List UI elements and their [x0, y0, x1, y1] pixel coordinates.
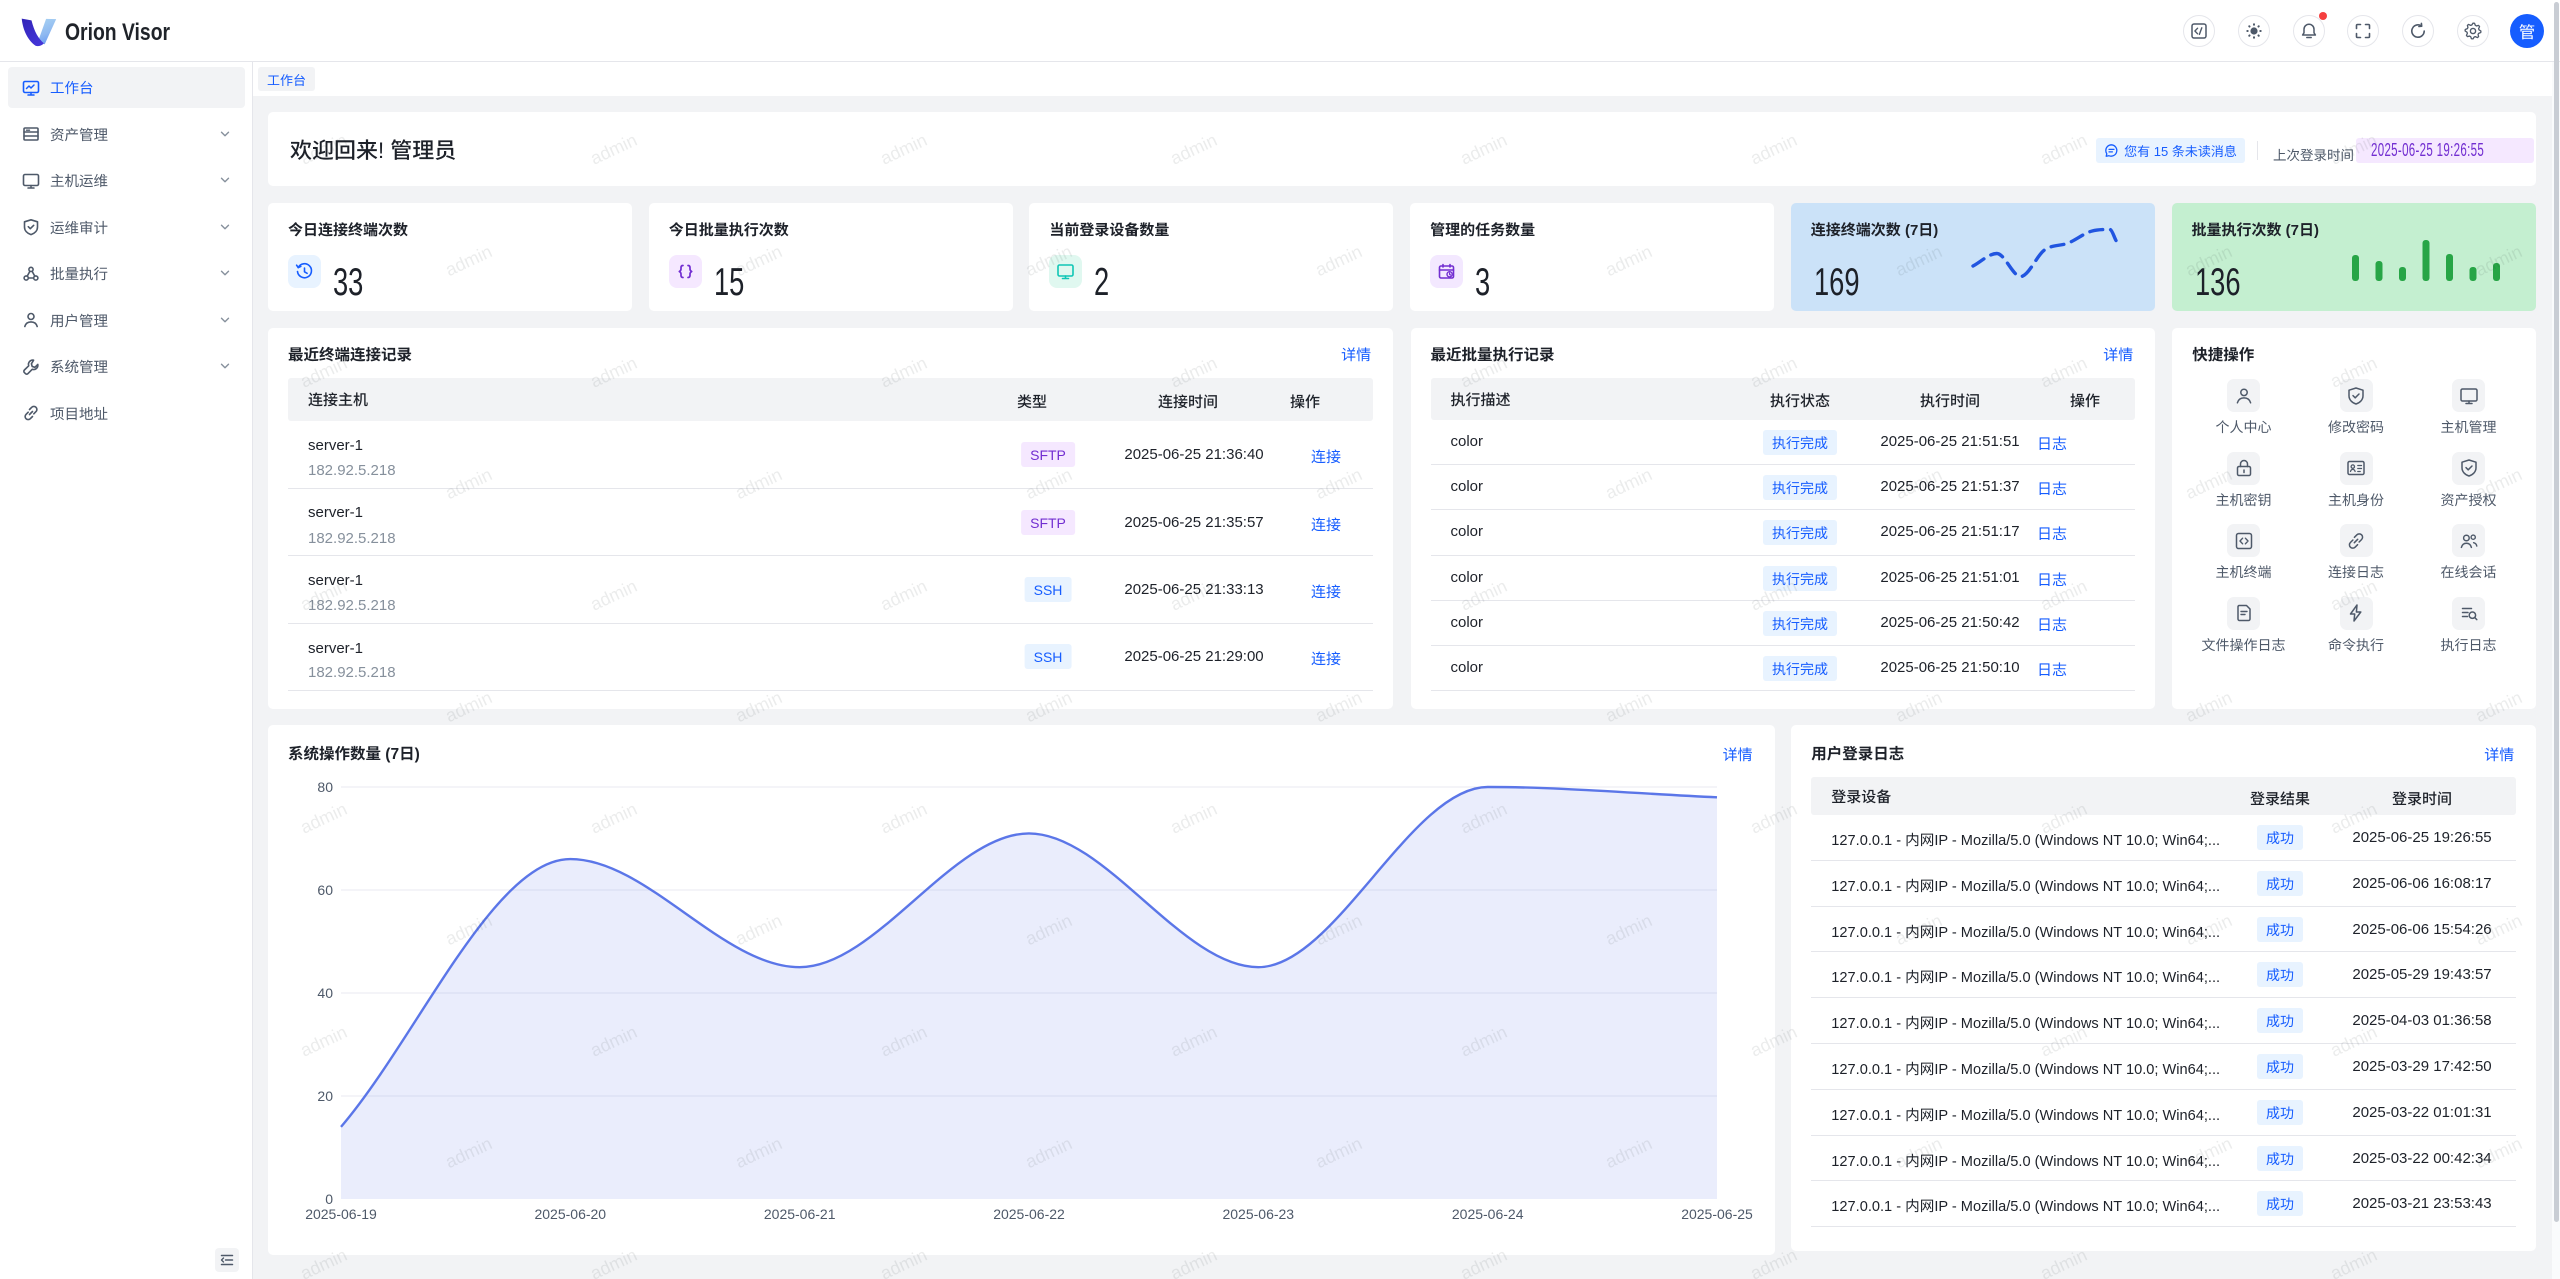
svg-text:60: 60: [317, 882, 333, 898]
svg-text:2025-06-22: 2025-06-22: [993, 1206, 1065, 1222]
svg-text:2025-06-23: 2025-06-23: [1222, 1206, 1294, 1222]
svg-text:2025-06-25: 2025-06-25: [1681, 1206, 1753, 1222]
svg-text:80: 80: [317, 779, 333, 795]
svg-text:0: 0: [325, 1191, 333, 1207]
svg-text:20: 20: [317, 1088, 333, 1104]
svg-text:2025-06-19: 2025-06-19: [305, 1206, 377, 1222]
svg-text:2025-06-20: 2025-06-20: [534, 1206, 606, 1222]
svg-text:2025-06-24: 2025-06-24: [1452, 1206, 1524, 1222]
svg-text:40: 40: [317, 985, 333, 1001]
svg-text:2025-06-21: 2025-06-21: [764, 1206, 836, 1222]
